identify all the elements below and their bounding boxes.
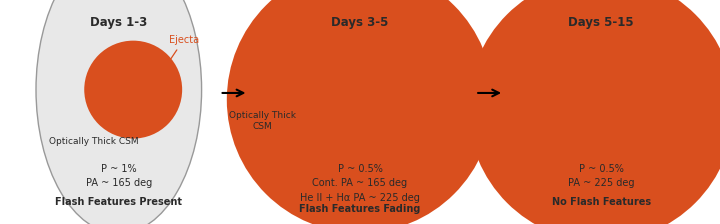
Text: Days 3-5: Days 3-5 [331,16,389,29]
Text: Flash Features Present: Flash Features Present [55,197,182,207]
Ellipse shape [227,0,493,224]
Text: Ejecta Emerging: Ejecta Emerging [320,25,400,35]
Text: Ejecta: Ejecta [159,35,199,76]
Text: Optically Thick CSM: Optically Thick CSM [49,137,138,146]
Ellipse shape [36,0,202,224]
Text: P ~ 0.5%
Cont. PA ~ 165 deg
He II + Hα PA ~ 225 deg: P ~ 0.5% Cont. PA ~ 165 deg He II + Hα P… [300,164,420,203]
Ellipse shape [468,0,720,224]
Text: Optically Thick
CSM: Optically Thick CSM [229,111,297,131]
Text: Flash Features Fading: Flash Features Fading [300,204,420,214]
Ellipse shape [84,41,182,139]
Text: No Flash Features: No Flash Features [552,197,651,207]
Text: P ~ 1%
PA ~ 165 deg: P ~ 1% PA ~ 165 deg [86,164,152,188]
Ellipse shape [263,0,457,221]
Ellipse shape [526,0,677,145]
Text: P ~ 0.5%
PA ~ 225 deg: P ~ 0.5% PA ~ 225 deg [568,164,634,188]
Text: Days 5-15: Days 5-15 [568,16,634,29]
Text: Days 1-3: Days 1-3 [90,16,148,29]
